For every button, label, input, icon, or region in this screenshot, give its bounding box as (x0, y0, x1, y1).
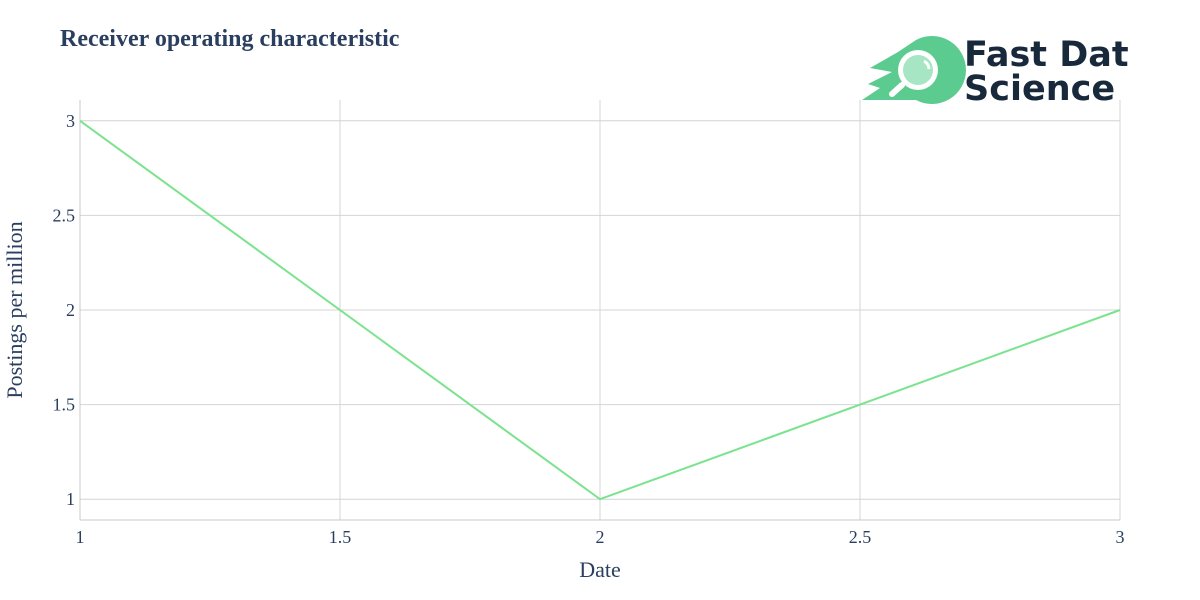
y-axis-label: Postings per million (2, 221, 27, 398)
logo-text-line1: Fast Data (964, 35, 1128, 75)
magnifier-comet-icon (862, 36, 966, 104)
x-tick-label: 2.5 (849, 527, 872, 547)
logo-text-line2: Science (964, 69, 1115, 106)
y-tick-label: 1 (66, 489, 75, 509)
y-tick-label: 3 (66, 111, 75, 131)
x-tick-label: 3 (1116, 527, 1125, 547)
y-tick-label: 1.5 (53, 395, 76, 415)
fast-data-science-logo: Fast Data Science (862, 35, 1128, 106)
x-tick-label: 2 (596, 527, 605, 547)
y-tick-label: 2 (66, 300, 75, 320)
x-axis-label: Date (579, 557, 621, 582)
chart-title: Receiver operating characteristic (60, 26, 400, 52)
y-tick-label: 2.5 (53, 205, 76, 225)
x-tick-label: 1.5 (329, 527, 352, 547)
series-line (79, 120, 1121, 501)
x-tick-label: 1 (76, 527, 85, 547)
